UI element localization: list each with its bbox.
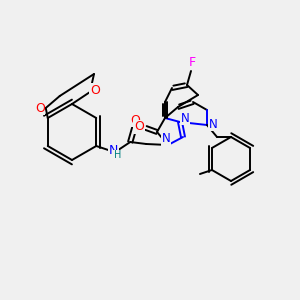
Text: O: O bbox=[130, 113, 140, 127]
Text: N: N bbox=[208, 118, 217, 130]
Text: O: O bbox=[90, 83, 100, 97]
Text: N: N bbox=[109, 143, 118, 157]
Text: F: F bbox=[188, 56, 196, 70]
Text: N: N bbox=[162, 133, 170, 146]
Text: H: H bbox=[114, 150, 121, 160]
Text: O: O bbox=[134, 121, 144, 134]
Text: O: O bbox=[35, 101, 45, 115]
Text: N: N bbox=[181, 112, 189, 124]
